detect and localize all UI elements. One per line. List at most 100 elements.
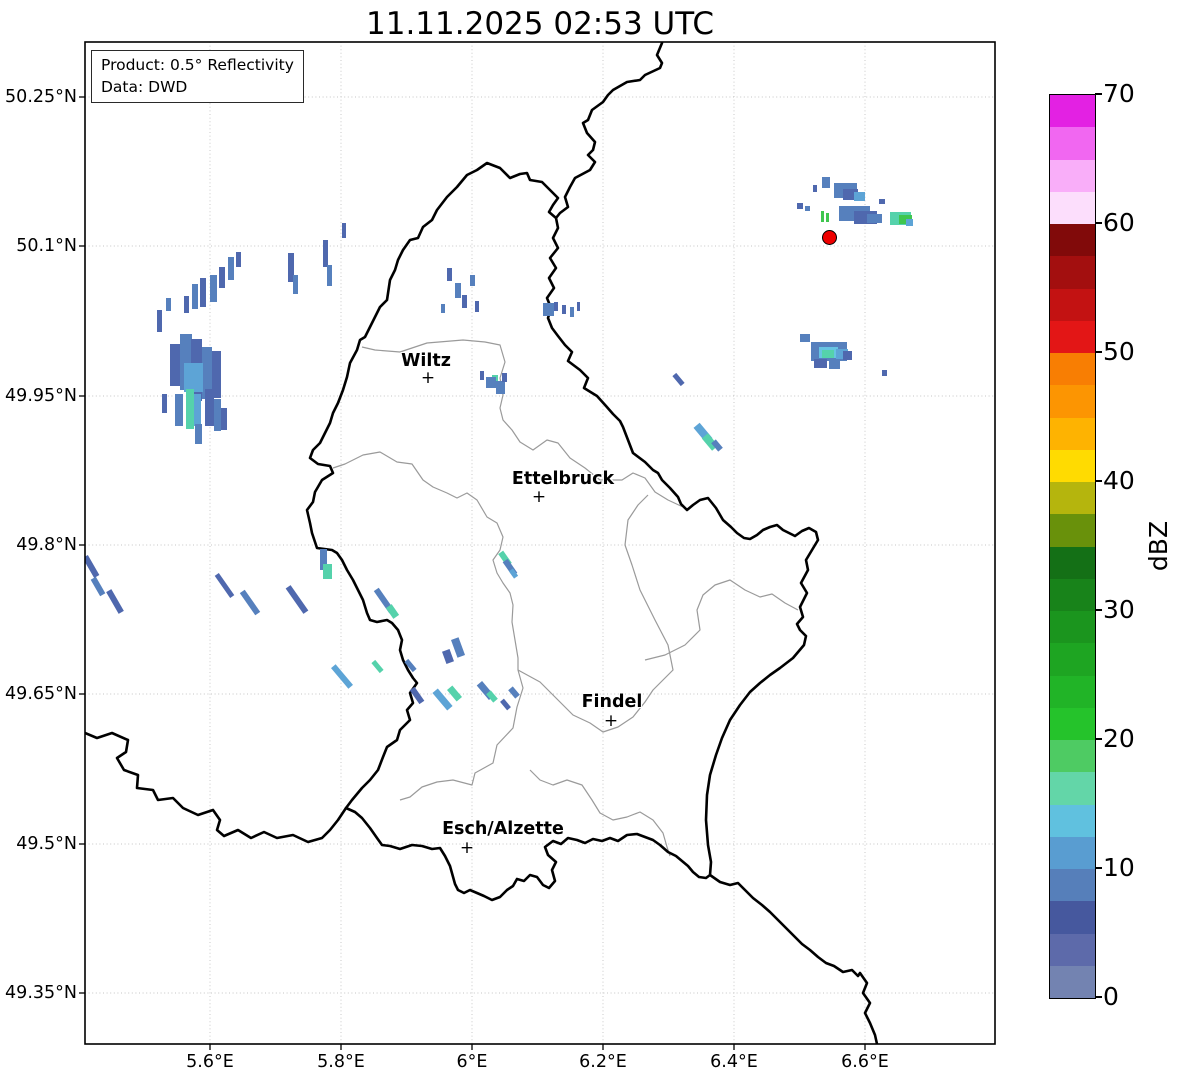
y-tick-label: 49.5°N: [16, 834, 77, 854]
radar-echo: [508, 686, 520, 699]
colorbar-segment: [1050, 449, 1095, 482]
colorbar-tickmark: [1095, 996, 1102, 998]
colorbar-segment: [1050, 127, 1095, 160]
y-tick-label: 49.35°N: [5, 983, 77, 1003]
product-info-box: Product: 0.5° Reflectivity Data: DWD: [91, 50, 304, 103]
radar-echo: [106, 589, 124, 614]
radar-echo: [805, 206, 810, 211]
country-border-luxembourg: [305, 161, 820, 902]
y-tick-label: 50.1°N: [16, 236, 77, 256]
colorbar-segment: [1050, 191, 1095, 224]
radar-echo: [821, 211, 824, 222]
colorbar-segment: [1050, 320, 1095, 353]
radar-echo: [175, 394, 183, 426]
district-border: [517, 494, 674, 733]
district-border: [361, 339, 684, 508]
radar-echo: [800, 334, 810, 342]
radar-echo: [480, 371, 484, 380]
colorbar-segment: [1050, 740, 1095, 773]
radar-echo: [331, 664, 353, 689]
colorbar-segment: [1050, 611, 1095, 644]
district-border: [644, 579, 799, 661]
radar-echo: [543, 303, 554, 316]
radar-echo: [822, 177, 830, 188]
radar-echo: [285, 585, 309, 614]
radar-echo: [486, 377, 496, 388]
colorbar-segment: [1050, 95, 1095, 128]
colorbar-tick-label: 30: [1103, 595, 1135, 624]
colorbar-segment: [1050, 417, 1095, 450]
radar-echo: [854, 192, 865, 201]
colorbar-axis-label: dBZ: [1143, 520, 1173, 572]
y-tick-label: 49.8°N: [16, 535, 77, 555]
radar-echo: [711, 439, 723, 452]
y-tick-label: 50.25°N: [5, 87, 77, 107]
radar-echo: [170, 344, 181, 386]
radar-echo: [500, 698, 511, 711]
radar-echo: [214, 399, 221, 431]
district-border: [332, 451, 524, 801]
city-marker: +: [420, 368, 436, 388]
radar-echo: [409, 686, 425, 705]
x-tick-label: 5.8°E: [317, 1052, 365, 1072]
city-marker: +: [531, 487, 547, 507]
radar-echo-layer: [85, 177, 913, 711]
radar-echo: [797, 203, 803, 209]
colorbar-segment: [1050, 546, 1095, 579]
radar-echo: [323, 240, 328, 267]
colorbar-tickmark: [1095, 93, 1102, 95]
radar-echo: [554, 302, 558, 311]
city-label: Wiltz: [401, 351, 451, 371]
radar-echo: [508, 568, 519, 579]
colorbar-tick-label: 70: [1103, 79, 1135, 108]
radar-echo: [447, 268, 452, 281]
radar-echo: [899, 215, 912, 224]
plot-title: 11.11.2025 02:53 UTC: [366, 6, 714, 42]
radar-echo: [228, 257, 234, 280]
x-tick-label: 6.2°E: [579, 1052, 627, 1072]
radar-echo: [822, 350, 834, 358]
radar-echo: [166, 298, 171, 311]
radar-echo: [486, 690, 498, 703]
radar-echo: [462, 295, 467, 308]
colorbar-tickmark: [1095, 480, 1102, 482]
radar-echo: [90, 576, 106, 597]
radar-echo: [327, 265, 332, 286]
city-marker: +: [459, 838, 475, 858]
radar-echo: [441, 304, 445, 313]
radar-echo: [843, 351, 852, 360]
colorbar-tick-label: 50: [1103, 337, 1135, 366]
radar-echo: [879, 199, 885, 204]
city-label: Esch/Alzette: [442, 819, 564, 839]
radar-echo: [843, 189, 858, 200]
colorbar-tickmark: [1095, 222, 1102, 224]
radar-echo: [236, 252, 241, 267]
radar-echo: [194, 394, 201, 426]
radar-echo: [371, 659, 384, 674]
radar-echo: [475, 301, 479, 312]
radar-echo: [882, 370, 887, 376]
radar-echo: [205, 389, 214, 426]
city-marker: +: [603, 711, 619, 731]
colorbar-segment: [1050, 353, 1095, 386]
x-tick-label: 6.4°E: [710, 1052, 758, 1072]
city-label: Findel: [581, 692, 643, 712]
colorbar-tickmark: [1095, 738, 1102, 740]
colorbar-segment: [1050, 256, 1095, 289]
radar-echo: [202, 347, 212, 399]
radar-echo: [450, 637, 466, 658]
colorbar-tickmark: [1095, 867, 1102, 869]
colorbar-segment: [1050, 385, 1095, 418]
colorbar-segment: [1050, 643, 1095, 676]
radar-echo: [323, 564, 332, 579]
radar-echo: [906, 219, 913, 226]
radar-echo: [814, 359, 827, 368]
colorbar-segment: [1050, 869, 1095, 902]
country-border-fr-be: [85, 731, 348, 844]
radar-echo: [184, 363, 203, 392]
radar-echo: [455, 283, 461, 298]
colorbar-segment: [1050, 578, 1095, 611]
radar-echo: [826, 213, 829, 222]
radar-echo: [214, 573, 235, 598]
